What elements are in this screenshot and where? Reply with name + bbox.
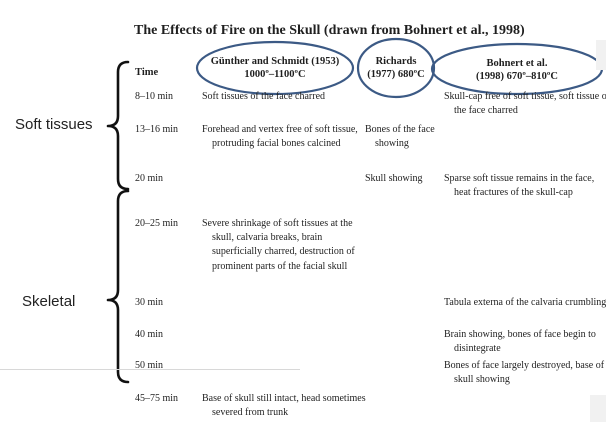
- bohnert-header-line2: (1998) 670º–810ºC: [476, 71, 558, 83]
- time-cell: 30 min: [135, 297, 164, 308]
- time-cell: 20–25 min: [135, 218, 179, 229]
- time-cell: 40 min: [135, 329, 164, 340]
- scan-bleed-bottom: [590, 395, 606, 422]
- bohnert-cell: Brain showing, bones of face begin to di…: [444, 329, 596, 355]
- time-cell: 20 min: [135, 173, 164, 184]
- richards-ellipse: [356, 37, 436, 99]
- bohnert-cell: Skull-cap free of soft tissue, soft tiss…: [444, 91, 606, 117]
- bohnert-header-line1: Bohnert et al.: [486, 58, 548, 69]
- soft-tissues-label: Soft tissues: [15, 116, 93, 133]
- gunther-ellipse: [195, 40, 355, 96]
- richards-header-line1: Richards: [375, 56, 417, 67]
- skeletal-brace: [106, 189, 130, 384]
- time-cell: 8–10 min: [135, 91, 174, 102]
- bohnert-cell: Bones of face largely destroyed, base of…: [444, 360, 605, 386]
- time-cell: 13–16 min: [135, 124, 179, 135]
- gunther-cell: Soft tissues of the face charred: [202, 91, 326, 102]
- richards-cell: Skull showing: [365, 173, 423, 184]
- soft-tissues-brace: [106, 60, 130, 191]
- time-cell: 50 min: [135, 360, 164, 371]
- time-header: Time: [135, 67, 159, 78]
- skeletal-label: Skeletal: [22, 293, 76, 310]
- gunther-cell: Base of skull still intact, head sometim…: [202, 393, 366, 419]
- bohnert-cell: Sparse soft tissue remains in the face, …: [444, 173, 595, 199]
- page-divider: [0, 369, 300, 370]
- bohnert-cell: Tabula externa of the calvaria crumbling: [444, 297, 606, 308]
- richards-header: Richards (1977) 680ºC: [361, 55, 431, 81]
- richards-cell: Bones of the face showing: [365, 124, 435, 150]
- time-cell: 45–75 min: [135, 393, 179, 404]
- gunther-header: Günther and Schmidt (1953) 1000º–1100ºC: [200, 55, 350, 81]
- gunther-header-line1: Günther and Schmidt (1953): [210, 56, 340, 67]
- gunther-cell: Severe shrinkage of soft tissues at the …: [202, 218, 355, 272]
- gunther-cell: Forehead and vertex free of soft tissue,…: [202, 124, 358, 150]
- page-title: The Effects of Fire on the Skull (drawn …: [134, 23, 525, 38]
- richards-header-line2: (1977) 680ºC: [367, 69, 425, 81]
- gunther-header-line2: 1000º–1100ºC: [244, 69, 306, 81]
- bohnert-header: Bohnert et al. (1998) 670º–810ºC: [460, 57, 574, 83]
- scan-bleed-top: [596, 40, 606, 70]
